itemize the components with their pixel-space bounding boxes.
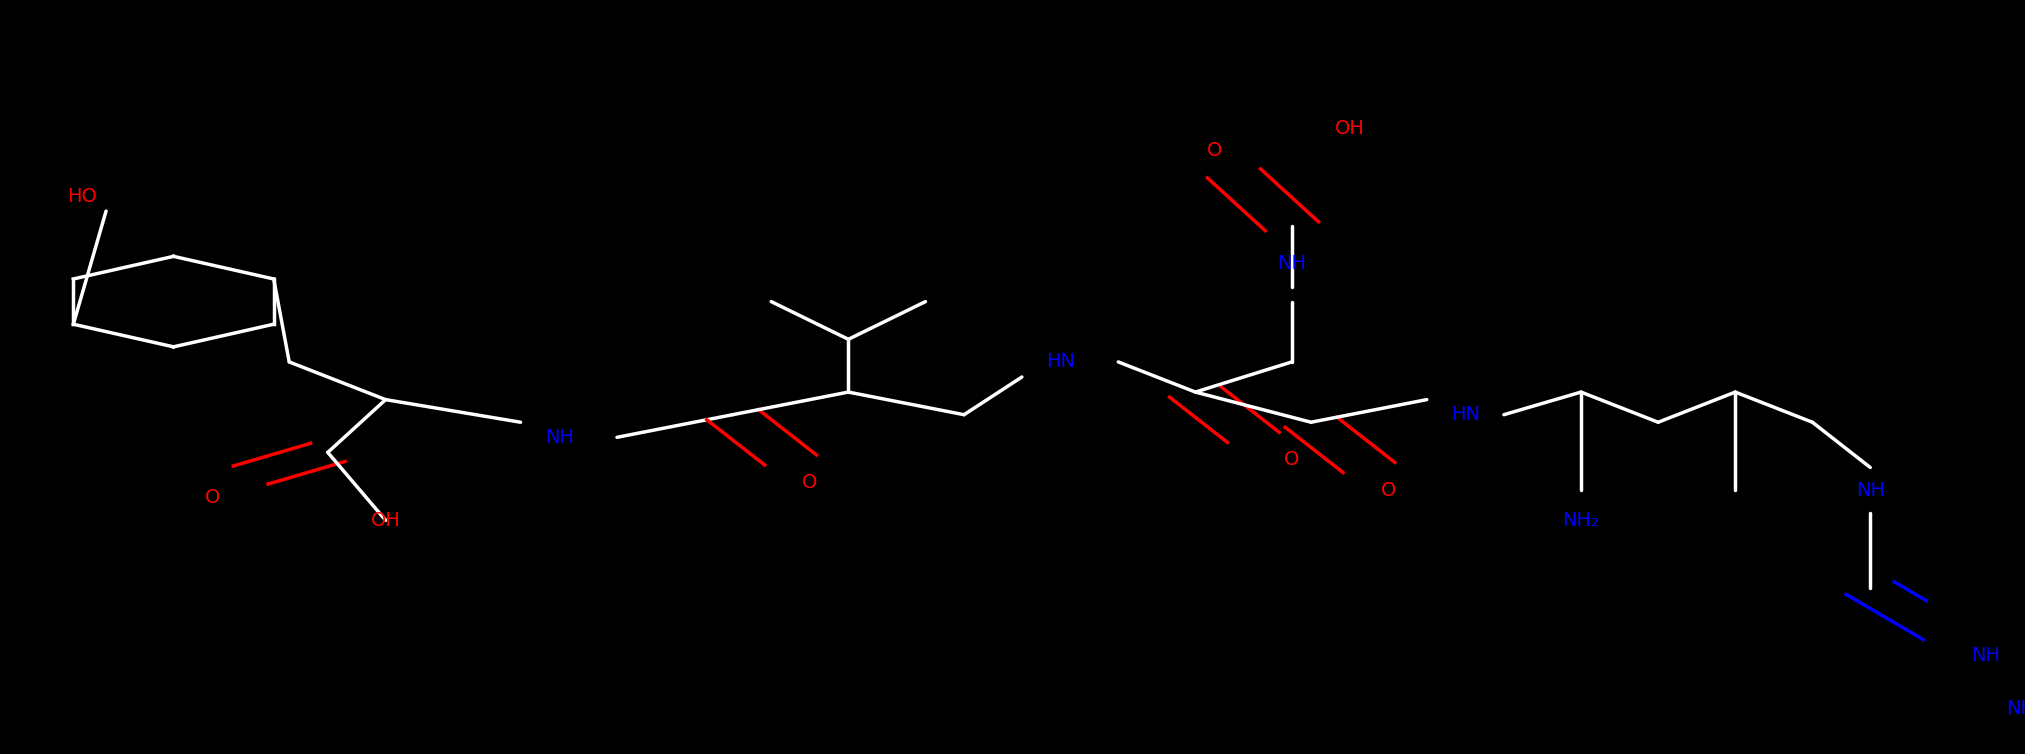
Text: O: O (802, 473, 818, 492)
Text: NH: NH (1278, 254, 1306, 274)
Text: NH: NH (1855, 480, 1885, 500)
Text: O: O (1284, 450, 1300, 470)
Text: NH₂: NH₂ (1563, 510, 1600, 530)
Text: OH: OH (1334, 118, 1365, 138)
Text: NH₂: NH₂ (2007, 699, 2025, 719)
Text: O: O (205, 488, 221, 507)
Text: O: O (1381, 480, 1395, 500)
Text: HN: HN (1047, 352, 1075, 372)
Text: O: O (1207, 141, 1223, 161)
Text: NH: NH (1972, 646, 2001, 666)
Text: OH: OH (371, 510, 401, 530)
Text: HN: HN (1450, 405, 1480, 425)
Text: HO: HO (67, 186, 97, 206)
Text: NH: NH (545, 428, 573, 447)
